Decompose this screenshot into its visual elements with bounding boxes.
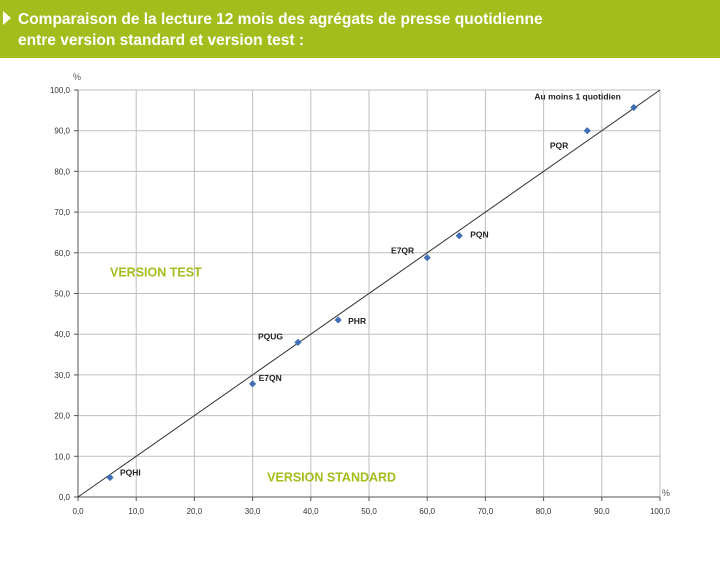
y-tick-label: 100,0 <box>50 86 71 95</box>
y-tick-label: 20,0 <box>54 412 70 421</box>
data-point-marker <box>294 338 302 346</box>
title-line-1: Comparaison de la lecture 12 mois des ag… <box>18 11 543 28</box>
x-tick-label: 30,0 <box>245 507 261 516</box>
x-tick-label: 40,0 <box>303 507 319 516</box>
y-tick-label: 60,0 <box>54 249 70 258</box>
data-point-label: Au moins 1 quotidien <box>534 92 620 102</box>
data-point-label: PQN <box>470 230 488 240</box>
y-tick-label: 10,0 <box>54 452 70 461</box>
data-point-marker <box>249 380 257 388</box>
data-point-marker <box>106 473 114 482</box>
x-tick-label: 100,0 <box>650 507 671 516</box>
data-point-marker <box>630 103 638 112</box>
x-tick-label: 10,0 <box>128 507 144 516</box>
y-axis-unit: % <box>73 72 81 82</box>
x-tick-label: 80,0 <box>536 507 552 516</box>
data-point-label: PQHI <box>120 467 141 477</box>
chart-point-labels: PQHI E7QN PQUG PHR E7QR PQN PQR Au moins 1 quot… <box>120 92 621 478</box>
y-tick-label: 40,0 <box>54 330 70 339</box>
y-tick-label: 0,0 <box>59 493 71 502</box>
page-title: Comparaison de la lecture 12 mois des ag… <box>18 9 708 51</box>
y-tick-label: 80,0 <box>54 167 70 176</box>
header-banner: Comparaison de la lecture 12 mois des ag… <box>0 0 720 58</box>
x-tick-label: 50,0 <box>361 507 377 516</box>
y-tick-label: 30,0 <box>54 371 70 380</box>
region-label-version-standard: VERSION STANDARD <box>267 471 396 485</box>
title-line-2: entre version standard et version test : <box>18 32 304 49</box>
x-tick-label: 60,0 <box>419 507 435 516</box>
chart-axes: 0,0 10,0 20,0 30,0 40,0 50,0 60,0 70,0 80,0 90,0 1… <box>50 86 671 516</box>
region-label-version-test: VERSION TEST <box>110 265 202 279</box>
x-tick-label: 20,0 <box>187 507 203 516</box>
y-tick-label: 50,0 <box>54 290 70 299</box>
data-point-label: PQUG <box>258 331 283 341</box>
y-tick-label: 70,0 <box>54 208 70 217</box>
x-tick-label: 0,0 <box>72 507 84 516</box>
data-point-label: E7QR <box>391 246 414 256</box>
data-point-marker <box>583 127 591 135</box>
data-point-label: E7QN <box>259 373 282 383</box>
x-axis-unit: % <box>662 488 670 498</box>
data-point-label: PHR <box>348 316 366 326</box>
reference-diagonal-line <box>77 89 661 498</box>
data-point-label: PQR <box>550 141 568 151</box>
scatter-chart: 0,0 10,0 20,0 30,0 40,0 50,0 60,0 70,0 80,0 90,0 1… <box>50 72 671 516</box>
data-point-marker <box>334 316 342 324</box>
y-tick-label: 90,0 <box>54 127 70 136</box>
x-tick-label: 90,0 <box>594 507 610 516</box>
chart-points <box>106 103 638 482</box>
header-arrow-icon <box>3 11 11 25</box>
data-point-marker <box>455 232 463 240</box>
x-tick-label: 70,0 <box>478 507 494 516</box>
